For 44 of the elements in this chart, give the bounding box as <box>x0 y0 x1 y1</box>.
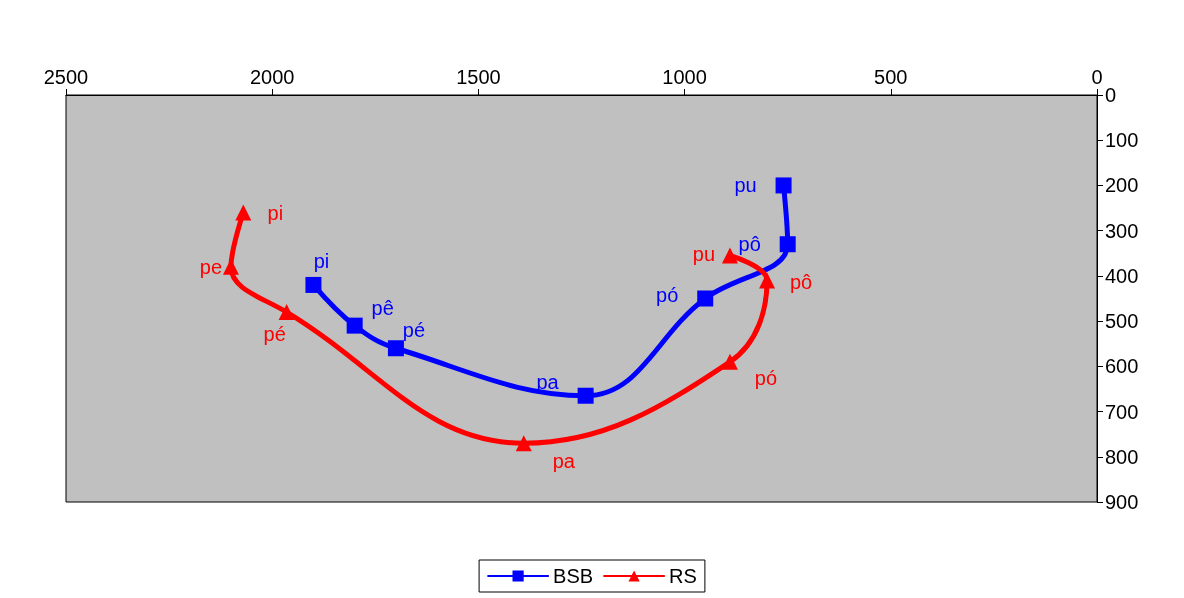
annotation: pi <box>267 201 284 224</box>
y-tick-label: 800 <box>1105 445 1139 468</box>
y-tick-label: 300 <box>1105 219 1139 242</box>
point <box>387 340 404 357</box>
annotation: pó <box>754 366 778 389</box>
y-tick-label: 700 <box>1105 400 1139 423</box>
annotation: pé <box>263 323 286 346</box>
x-tick-label: 0 <box>1091 66 1103 88</box>
point <box>515 435 532 452</box>
legend-label: RS <box>669 565 697 587</box>
x-tick-label: 1500 <box>456 66 501 88</box>
point <box>721 247 738 264</box>
annotation: pu <box>692 242 716 265</box>
annotation: pé <box>402 319 426 342</box>
point <box>697 290 714 307</box>
point <box>235 204 252 221</box>
annotation: pe <box>199 255 223 278</box>
point <box>278 304 295 321</box>
annotation: pô <box>789 271 813 294</box>
annotation: pi <box>313 249 330 272</box>
x-tick-label: 2500 <box>43 66 89 88</box>
y-tick-label: 600 <box>1105 355 1139 378</box>
annotation: pó <box>656 283 679 306</box>
point <box>759 272 776 289</box>
x-tick-label: 1000 <box>662 66 707 88</box>
y-tick-label: 100 <box>1105 129 1139 152</box>
y-tick-label: 400 <box>1105 264 1139 287</box>
annotation: pô <box>738 233 761 256</box>
x-tick-label: 500 <box>874 66 908 88</box>
y-tick-label: 900 <box>1105 491 1139 513</box>
y-tick-label: 500 <box>1105 310 1139 333</box>
point <box>305 276 322 293</box>
annotation: pa <box>552 450 576 473</box>
point <box>779 236 796 253</box>
point <box>346 317 363 334</box>
annotation: pê <box>371 296 394 319</box>
y-tick-label: 200 <box>1105 174 1139 197</box>
point <box>721 353 738 370</box>
x-tick-label: 2000 <box>249 66 295 88</box>
point <box>577 387 594 404</box>
legend-label: BSB <box>553 565 594 587</box>
annotation: pu <box>734 174 757 197</box>
point <box>775 177 792 194</box>
y-tick-label: 0 <box>1105 84 1117 106</box>
